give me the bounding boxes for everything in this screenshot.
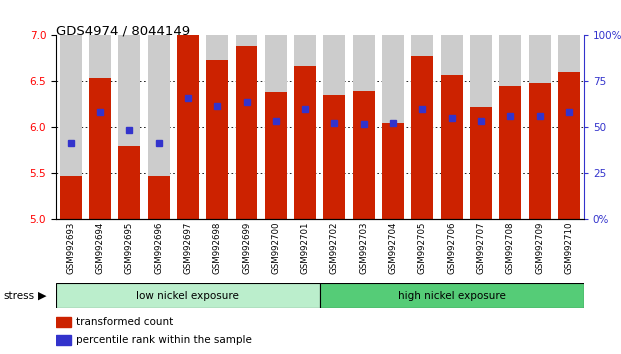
Text: GSM992695: GSM992695 — [125, 221, 134, 274]
Bar — [412, 56, 433, 219]
Text: percentile rank within the sample: percentile rank within the sample — [76, 335, 252, 345]
Bar — [177, 35, 199, 219]
Text: transformed count: transformed count — [76, 317, 174, 327]
Bar — [89, 78, 111, 219]
Bar — [294, 35, 316, 219]
Text: GSM992702: GSM992702 — [330, 221, 339, 274]
Bar — [353, 35, 375, 219]
Bar — [324, 35, 345, 219]
Bar — [206, 35, 228, 219]
Bar — [177, 35, 199, 219]
Bar — [558, 35, 580, 219]
Text: GDS4974 / 8044149: GDS4974 / 8044149 — [56, 25, 190, 38]
Text: GSM992697: GSM992697 — [183, 221, 193, 274]
Bar — [89, 35, 111, 219]
Text: ▶: ▶ — [38, 291, 46, 301]
Bar — [265, 35, 287, 219]
Text: GSM992698: GSM992698 — [212, 221, 222, 274]
Bar — [441, 75, 463, 219]
Bar — [56, 317, 71, 327]
Bar — [56, 283, 320, 308]
Bar — [265, 92, 287, 219]
Bar — [148, 35, 170, 219]
Bar — [56, 335, 71, 345]
Bar — [412, 35, 433, 219]
Text: GSM992708: GSM992708 — [506, 221, 515, 274]
Bar — [320, 283, 584, 308]
Bar — [528, 35, 551, 219]
Bar — [324, 95, 345, 219]
Bar — [353, 91, 375, 219]
Bar — [60, 176, 81, 219]
Text: GSM992705: GSM992705 — [418, 221, 427, 274]
Bar — [441, 35, 463, 219]
Bar — [558, 72, 580, 219]
Text: GSM992694: GSM992694 — [96, 221, 104, 274]
Text: GSM992709: GSM992709 — [535, 221, 544, 274]
Text: high nickel exposure: high nickel exposure — [398, 291, 505, 301]
Bar — [382, 35, 404, 219]
Bar — [499, 86, 522, 219]
Bar — [499, 35, 522, 219]
Text: GSM992693: GSM992693 — [66, 221, 75, 274]
Text: GSM992707: GSM992707 — [476, 221, 486, 274]
Bar — [60, 35, 81, 219]
Bar — [148, 176, 170, 219]
Bar — [118, 35, 140, 219]
Text: GSM992699: GSM992699 — [242, 221, 251, 274]
Text: stress: stress — [3, 291, 34, 301]
Text: GSM992706: GSM992706 — [447, 221, 456, 274]
Bar — [470, 35, 492, 219]
Text: GSM992704: GSM992704 — [389, 221, 397, 274]
Text: GSM992710: GSM992710 — [564, 221, 574, 274]
Bar — [118, 146, 140, 219]
Bar — [206, 60, 228, 219]
Text: GSM992701: GSM992701 — [301, 221, 310, 274]
Bar — [294, 66, 316, 219]
Bar — [235, 35, 258, 219]
Bar — [528, 83, 551, 219]
Text: low nickel exposure: low nickel exposure — [137, 291, 239, 301]
Bar — [470, 107, 492, 219]
Text: GSM992696: GSM992696 — [154, 221, 163, 274]
Text: GSM992703: GSM992703 — [360, 221, 368, 274]
Bar — [382, 123, 404, 219]
Bar — [235, 46, 258, 219]
Text: GSM992700: GSM992700 — [271, 221, 280, 274]
